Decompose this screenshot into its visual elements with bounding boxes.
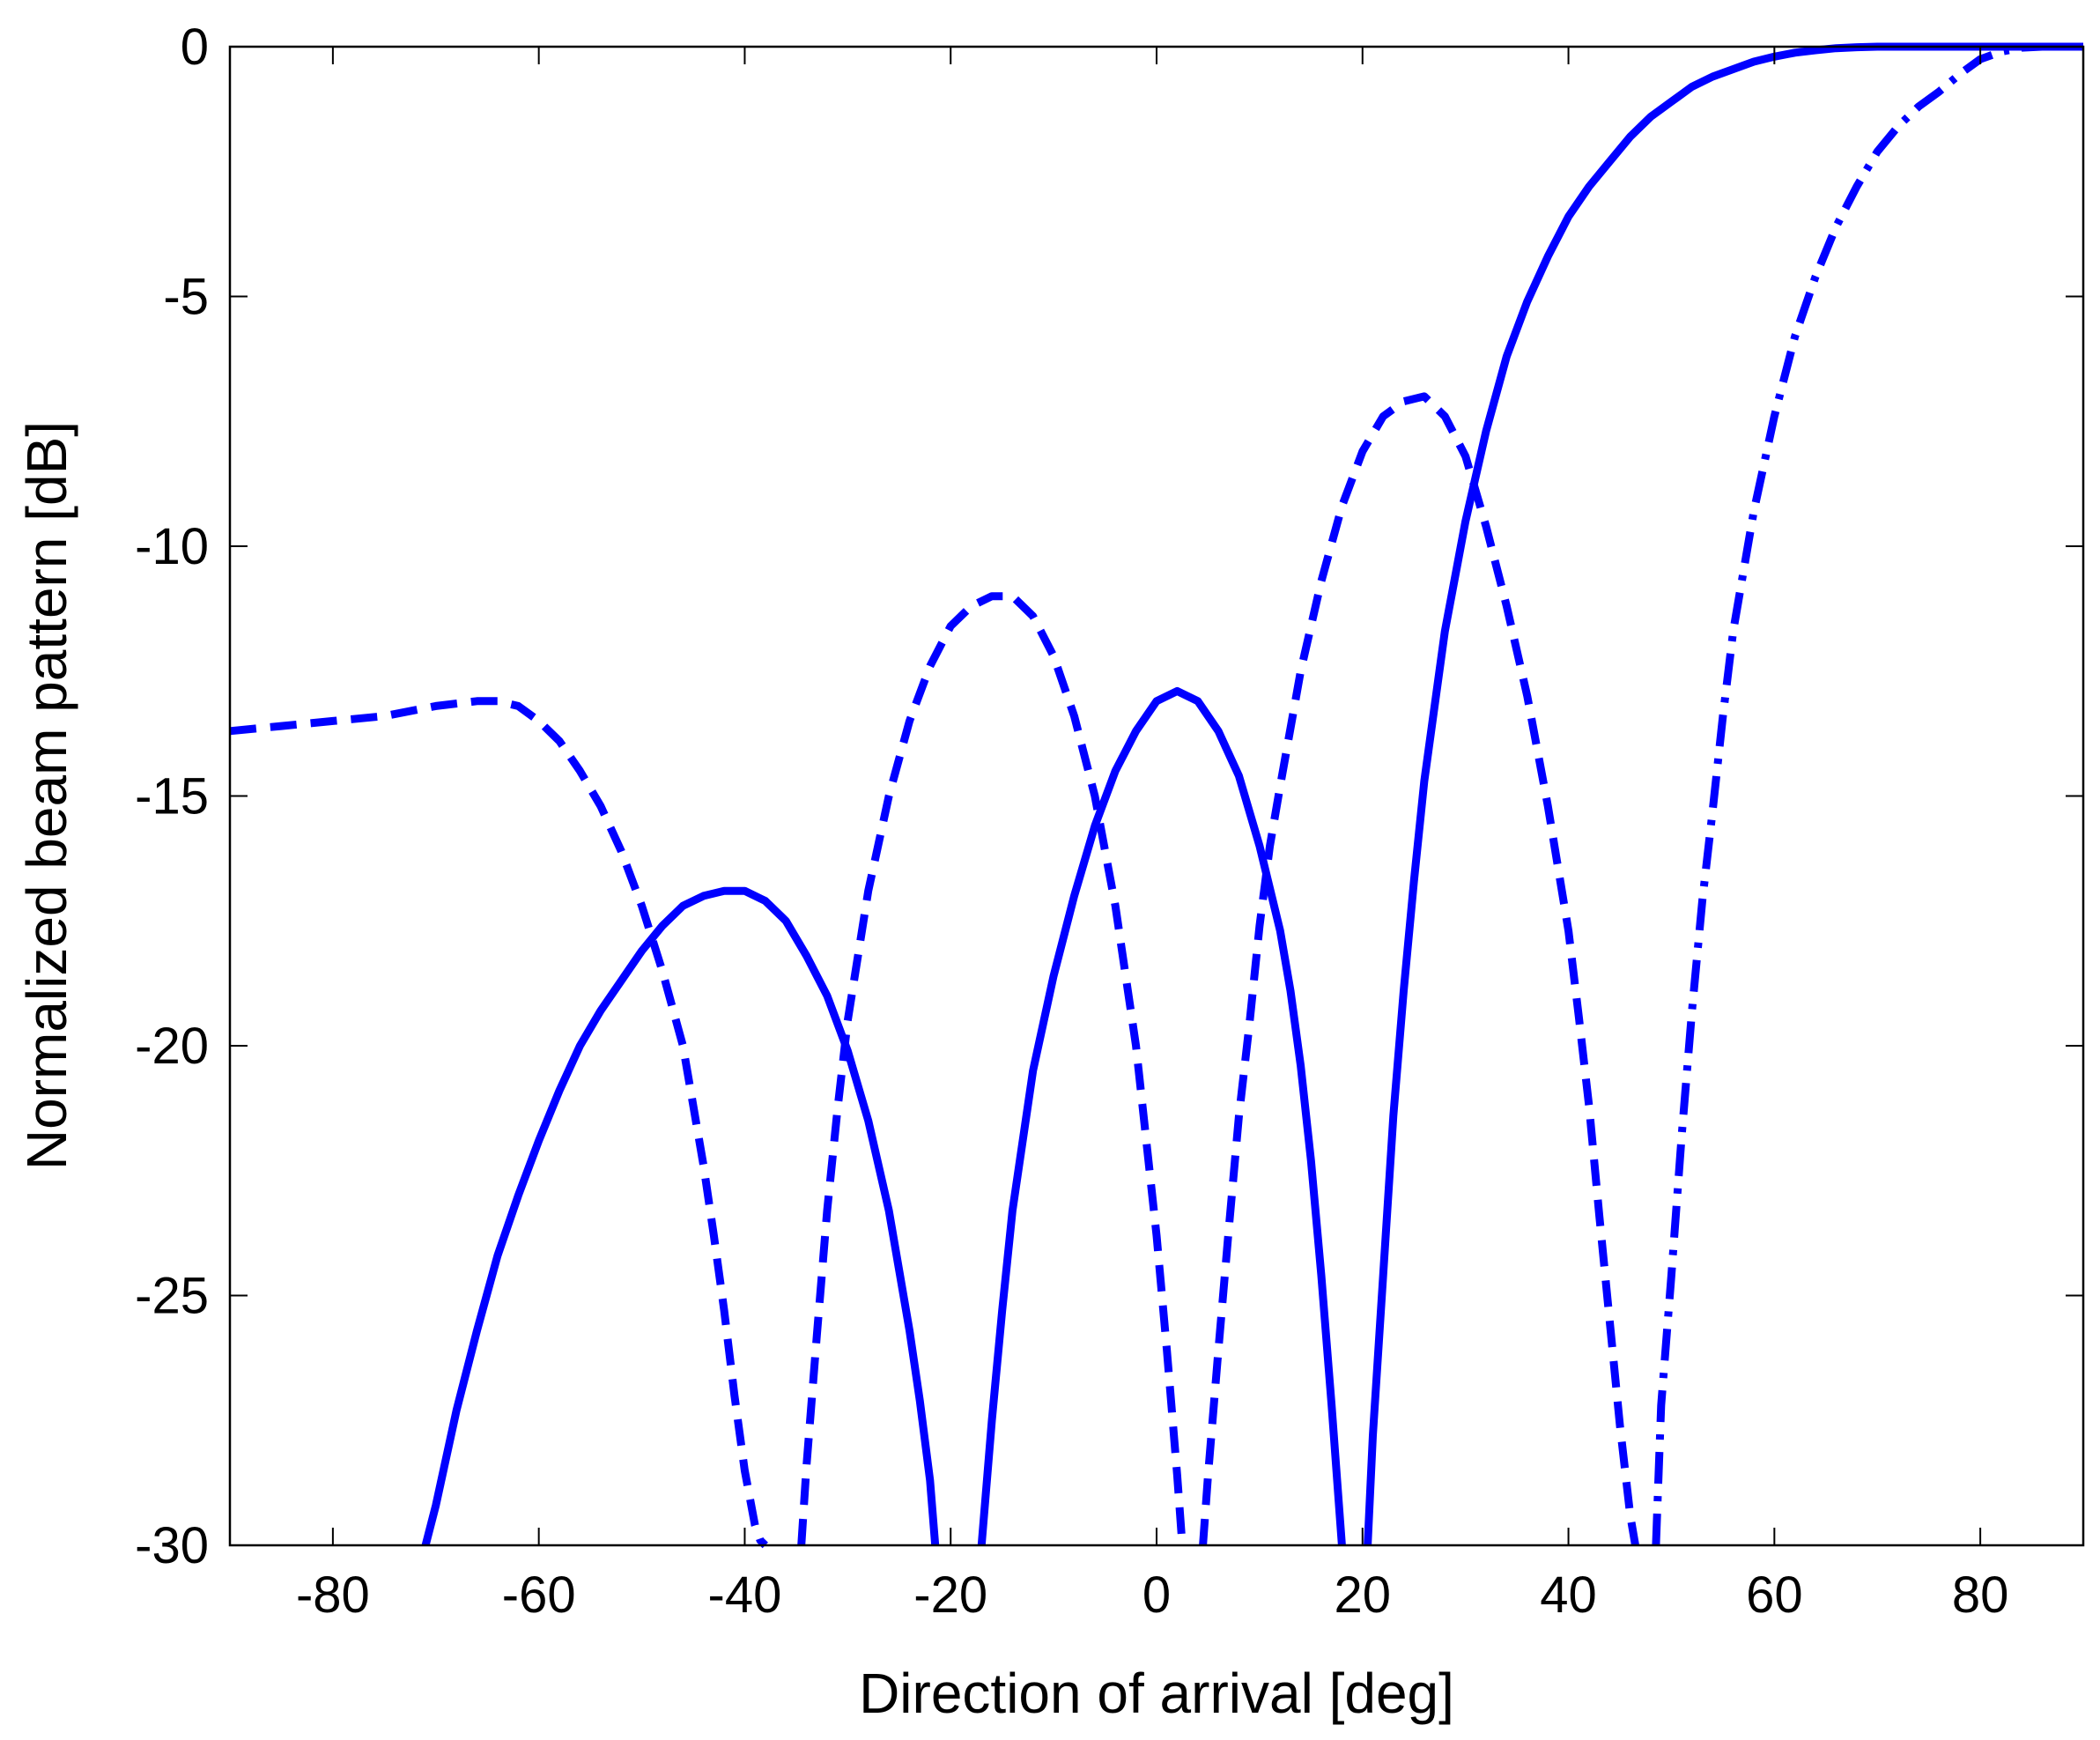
y-tick-label: -15 (135, 768, 209, 826)
x-tick-label: 20 (1335, 1566, 1392, 1624)
series-line-5-dashed (797, 592, 1187, 1546)
x-tick-label: 40 (1540, 1566, 1597, 1624)
y-tick-label: -20 (135, 1018, 209, 1075)
y-tick-label: 0 (181, 19, 209, 76)
series-line-1-solid (421, 886, 940, 1547)
y-tick-label: -30 (135, 1517, 209, 1574)
series-layer (229, 42, 2083, 1549)
x-tick-label: -80 (296, 1566, 370, 1624)
y-axis-label: Normalized beam pattern [dB] (15, 421, 78, 1170)
x-tick-label: 0 (1142, 1566, 1171, 1624)
x-tick-label: -60 (502, 1566, 576, 1624)
series-line-2-solid (977, 686, 1346, 1546)
x-tick-label: 60 (1746, 1566, 1803, 1624)
x-tick-label: -40 (708, 1566, 782, 1624)
y-tick-label: -25 (135, 1268, 209, 1325)
x-tick-label: -20 (913, 1566, 987, 1624)
x-tick-label: 80 (1952, 1566, 2009, 1624)
series-line-4-dashed (229, 697, 768, 1549)
y-tick-label: -5 (163, 269, 209, 326)
tick-layer: -80 -60 -40 -20 0 20 40 60 80 0 -5 -10 -15 -20 -25 -30 (135, 19, 2083, 1624)
y-tick-label: -10 (135, 518, 209, 575)
plot-area-frame (228, 45, 2085, 1547)
x-axis-label: Direction of arrival [deg] (859, 1662, 1454, 1725)
series-line-7-dashdot (1652, 42, 2083, 1546)
series-line-6-dashed (1199, 392, 1639, 1546)
